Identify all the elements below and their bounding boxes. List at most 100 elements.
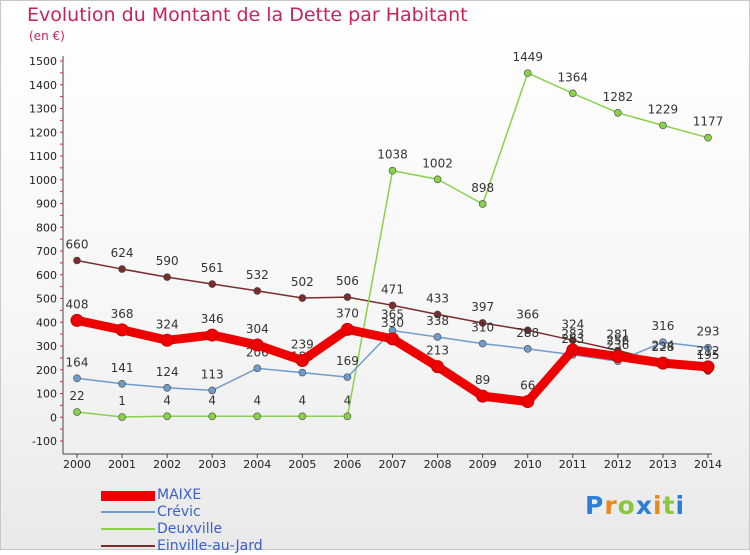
x-tick-label: 2003 xyxy=(198,458,226,471)
legend-swatch-crevic xyxy=(101,511,155,513)
data-label: 502 xyxy=(291,275,314,289)
data-point xyxy=(656,356,670,370)
data-point xyxy=(70,313,84,327)
y-tick-label: 500 xyxy=(36,293,57,306)
data-label: 506 xyxy=(336,274,359,288)
data-point xyxy=(659,121,667,130)
data-point xyxy=(388,301,397,310)
data-label: 532 xyxy=(246,268,269,282)
data-label: 366 xyxy=(516,307,539,321)
data-label: 330 xyxy=(381,316,404,330)
x-tick-label: 2011 xyxy=(559,458,587,471)
y-tick-label: 700 xyxy=(36,245,57,258)
x-tick-label: 2013 xyxy=(649,458,677,471)
y-tick-label: 400 xyxy=(36,316,57,329)
legend-swatch-maixe xyxy=(101,491,155,501)
data-point xyxy=(118,413,126,421)
data-point xyxy=(208,280,217,288)
data-label: 4 xyxy=(163,393,171,407)
legend-swatch-einville xyxy=(101,545,155,547)
data-point xyxy=(704,343,712,352)
data-point xyxy=(433,175,442,184)
data-label: 1177 xyxy=(693,115,724,129)
y-tick-label: 800 xyxy=(36,221,57,234)
data-point xyxy=(343,373,352,381)
data-point xyxy=(523,69,532,77)
data-point xyxy=(73,408,81,416)
data-point xyxy=(118,379,126,388)
y-tick-label: 1400 xyxy=(29,79,57,92)
x-tick-label: 2002 xyxy=(153,458,181,471)
data-point xyxy=(343,412,352,421)
data-label: 141 xyxy=(111,361,134,375)
data-point xyxy=(521,395,535,409)
data-point xyxy=(701,360,715,374)
legend-label: Crévic xyxy=(157,504,201,520)
data-label: 89 xyxy=(475,373,490,387)
data-label: 239 xyxy=(291,337,314,351)
legend-label: Deuxville xyxy=(157,521,223,537)
data-point xyxy=(253,364,262,373)
data-point xyxy=(476,389,490,403)
logo-letter: P xyxy=(585,491,605,520)
data-label: 1364 xyxy=(558,70,589,84)
data-label: 283 xyxy=(561,327,584,341)
data-label: 1282 xyxy=(603,90,634,104)
data-point xyxy=(478,339,487,348)
data-point xyxy=(163,273,171,281)
data-point xyxy=(298,368,307,377)
data-label: 66 xyxy=(520,379,535,393)
data-point xyxy=(298,294,307,302)
data-point xyxy=(386,332,399,346)
x-tick-label: 2009 xyxy=(469,458,497,471)
x-tick-label: 2008 xyxy=(424,458,452,471)
logo-letter: o xyxy=(617,491,636,520)
chart-unit-label: (en €) xyxy=(29,29,65,43)
data-point xyxy=(388,166,397,175)
data-label: 433 xyxy=(426,291,449,305)
data-label: 1229 xyxy=(648,102,679,116)
data-point xyxy=(295,353,309,367)
data-label: 1449 xyxy=(512,50,543,64)
data-label: 324 xyxy=(156,317,179,331)
data-point xyxy=(163,412,171,421)
data-label: 1002 xyxy=(422,156,453,170)
data-point xyxy=(614,108,622,117)
data-label: 293 xyxy=(697,325,720,339)
y-tick-label: 1500 xyxy=(29,55,57,68)
data-label: 304 xyxy=(246,322,269,336)
y-tick-label: 1000 xyxy=(29,174,57,187)
data-label: 365 xyxy=(381,308,404,322)
data-point xyxy=(704,133,712,142)
data-point xyxy=(205,328,219,342)
logo-letter: i xyxy=(653,491,663,520)
data-label: 471 xyxy=(381,282,404,296)
data-point xyxy=(298,412,307,421)
data-label: 1 xyxy=(118,394,126,408)
data-point xyxy=(340,322,354,336)
data-label: 195 xyxy=(697,348,720,362)
data-label: 1038 xyxy=(377,148,408,162)
y-tick-label: 100 xyxy=(36,388,57,401)
legend-label: MAIXE xyxy=(157,487,202,503)
y-tick-label: 1100 xyxy=(29,150,57,163)
data-point xyxy=(433,310,442,319)
data-point xyxy=(208,386,217,395)
data-label: 169 xyxy=(336,354,359,368)
data-point xyxy=(73,374,81,383)
data-label: 4 xyxy=(344,393,352,407)
logo-letter: i xyxy=(675,491,686,520)
data-label: 408 xyxy=(66,297,89,311)
data-label: 338 xyxy=(426,314,449,328)
data-label: 368 xyxy=(111,307,134,321)
chart-title: Evolution du Montant de la Dette par Hab… xyxy=(27,4,468,26)
data-label: 263 xyxy=(561,332,584,346)
data-label: 397 xyxy=(471,300,494,314)
legend-label: Einville-au-Jard xyxy=(157,538,263,554)
data-label: 370 xyxy=(336,306,359,320)
data-label: 236 xyxy=(606,338,629,352)
y-tick-label: 900 xyxy=(36,198,57,211)
x-tick-label: 2007 xyxy=(379,458,407,471)
data-point xyxy=(160,333,174,347)
